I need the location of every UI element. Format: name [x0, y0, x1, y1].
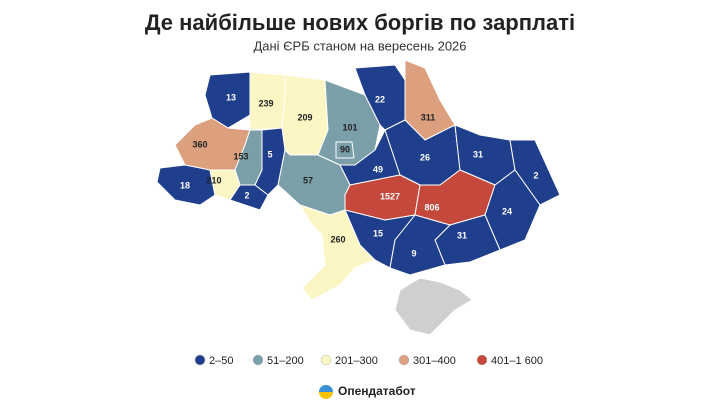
legend-label: 301–400: [413, 355, 456, 367]
region-value: 806: [424, 202, 439, 212]
region-value: 2: [244, 190, 249, 200]
legend-label: 51–200: [267, 355, 304, 367]
region-value: 24: [502, 206, 512, 216]
region: [254, 127, 286, 196]
legend-swatch: [252, 354, 264, 366]
region-value: 18: [180, 180, 190, 190]
region: [156, 164, 216, 206]
legend-label: 201–300: [335, 355, 378, 367]
region-value: 90: [340, 144, 350, 154]
legend-label: 2–50: [209, 355, 233, 367]
legend-label: 401–1 600: [491, 355, 543, 367]
region-value: 210: [206, 175, 221, 185]
region-value: 101: [342, 122, 357, 132]
legend-swatch: [398, 354, 410, 366]
region-value: 260: [330, 234, 345, 244]
region-value: 26: [420, 152, 430, 162]
legend: 2–50 51–200 201–300 301–400 401–1 600: [194, 354, 543, 367]
subtitle: Дані ЄРБ станом на вересень 2026: [253, 38, 466, 53]
legend-swatch: [320, 354, 332, 366]
region-value: 153: [233, 151, 248, 161]
crimea: [394, 277, 473, 336]
region-value: 2: [533, 170, 538, 180]
region: [389, 214, 451, 276]
brand: Опендатабот: [338, 384, 416, 398]
brand-logo: [319, 385, 333, 399]
region-value: 15: [373, 228, 383, 238]
title: Де найбільше нових боргів по зарплаті: [145, 10, 575, 35]
region: [229, 184, 269, 211]
region-value: 5: [267, 149, 272, 159]
region-value: 9: [411, 248, 416, 258]
region-value: 31: [457, 230, 467, 240]
region: [509, 139, 561, 206]
map: 13 239 209 101 90 22 311 360 153 5 49 26 31 2 18 210 2 57…: [156, 59, 561, 301]
region-value: 239: [258, 98, 273, 108]
region: [335, 141, 355, 159]
region-value: 209: [297, 112, 312, 122]
legend-swatch: [476, 354, 488, 366]
region-value: 57: [303, 175, 313, 185]
region-value: 13: [226, 92, 236, 102]
legend-swatch: [194, 354, 206, 366]
region-value: 49: [373, 164, 383, 174]
region-value: 31: [473, 149, 483, 159]
region-value: 1527: [380, 191, 400, 201]
region-value: 360: [192, 139, 207, 149]
region-value: 22: [375, 94, 385, 104]
region-value: 311: [421, 112, 436, 122]
